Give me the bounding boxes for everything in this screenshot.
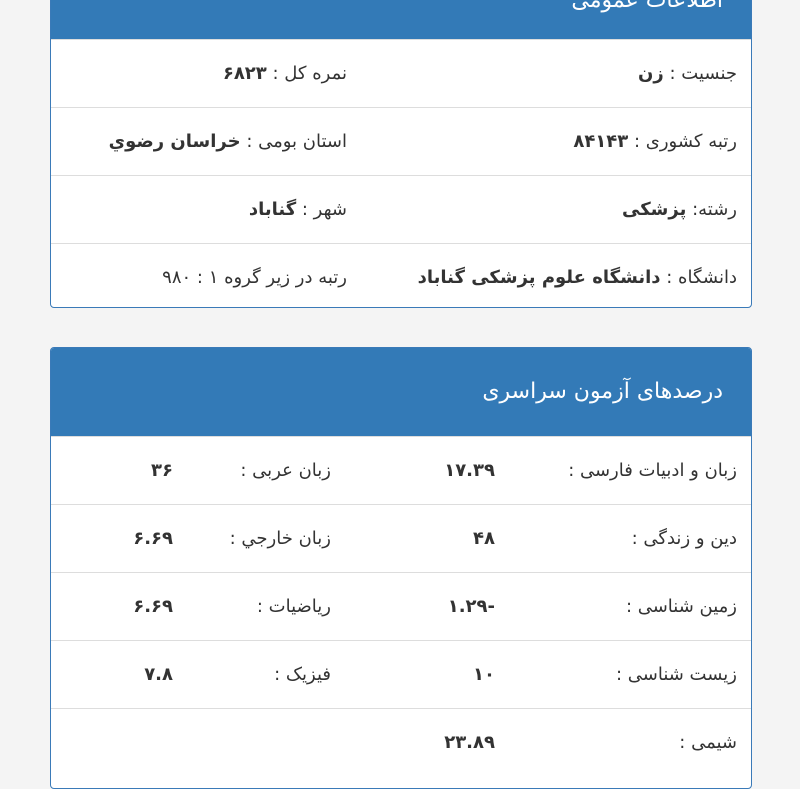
subject-label: شیمی : bbox=[679, 732, 737, 753]
info-row: رشته: پزشکی شهر : گناباد bbox=[51, 175, 751, 243]
subject-label: زبان و ادبیات فارسی : bbox=[568, 460, 737, 481]
label: رتبه در زیر گروه ۱ : bbox=[191, 267, 347, 288]
province-value: خراسان رضوي bbox=[108, 131, 241, 152]
subject-value: ۶.۶۹ bbox=[133, 528, 173, 549]
subject-label: زیست شناسی : bbox=[615, 664, 737, 685]
label: دانشگاه : bbox=[660, 267, 737, 288]
label: شهر : bbox=[296, 199, 347, 220]
subject-value: ۲۳.۸۹ bbox=[444, 732, 495, 753]
national-rank-value: ۸۴۱۴۳ bbox=[573, 131, 629, 152]
panel-title: درصدهای آزمون سراسری bbox=[51, 348, 751, 436]
subgroup-rank-value: ۹۸۰ bbox=[162, 267, 192, 288]
field-value: پزشکی bbox=[622, 199, 687, 220]
subject-label: زمین شناسی : bbox=[625, 596, 737, 617]
label: استان بومی : bbox=[240, 131, 347, 152]
subject-value: ۷.۸ bbox=[144, 664, 173, 685]
total-score-value: ۶۸۲۳ bbox=[222, 63, 267, 84]
gender-value: زن bbox=[638, 63, 664, 84]
city-value: گناباد bbox=[248, 199, 297, 220]
score-row: دین و زندگی : ۴۸ زبان خارجي : ۶.۶۹ bbox=[51, 504, 751, 572]
subject-value: ۱۰ bbox=[473, 664, 495, 685]
info-row: جنسیت : زن نمره کل : ۶۸۲۳ bbox=[51, 39, 751, 107]
panel-title: اطلاعات عمومی bbox=[51, 0, 751, 39]
subject-value: ۶.۶۹ bbox=[133, 596, 173, 617]
subject-label: زبان عربی : bbox=[240, 460, 331, 481]
label: نمره کل : bbox=[266, 63, 348, 84]
exam-percentages-panel: درصدهای آزمون سراسری زبان و ادبیات فارسی… bbox=[50, 347, 752, 789]
label: رشته: bbox=[686, 199, 737, 220]
subject-value: ۳۶ bbox=[151, 460, 173, 481]
subject-value: -۱.۲۹ bbox=[447, 596, 495, 617]
info-row: دانشگاه : دانشگاه علوم پزشکی گناباد رتبه… bbox=[51, 243, 751, 307]
score-row: زبان و ادبیات فارسی : ۱۷.۳۹ زبان عربی : … bbox=[51, 436, 751, 504]
subject-label: دین و زندگی : bbox=[631, 528, 737, 549]
subject-label: زبان خارجي : bbox=[229, 528, 331, 549]
university-value: دانشگاه علوم پزشکی گناباد bbox=[417, 267, 661, 288]
general-info-panel: اطلاعات عمومی جنسیت : زن نمره کل : ۶۸۲۳ … bbox=[50, 0, 752, 308]
label: جنسیت : bbox=[663, 63, 737, 84]
score-row: زیست شناسی : ۱۰ فیزیک : ۷.۸ bbox=[51, 640, 751, 708]
label: رتبه کشوری : bbox=[628, 131, 737, 152]
subject-label: ریاضیات : bbox=[256, 596, 331, 617]
score-row: زمین شناسی : -۱.۲۹ ریاضیات : ۶.۶۹ bbox=[51, 572, 751, 640]
subject-label: فیزیک : bbox=[274, 664, 331, 685]
subject-value: ۴۸ bbox=[473, 528, 495, 549]
score-row: شیمی : ۲۳.۸۹ bbox=[51, 708, 751, 776]
subject-value: ۱۷.۳۹ bbox=[444, 460, 495, 481]
info-row: رتبه کشوری : ۸۴۱۴۳ استان بومی : خراسان ر… bbox=[51, 107, 751, 175]
